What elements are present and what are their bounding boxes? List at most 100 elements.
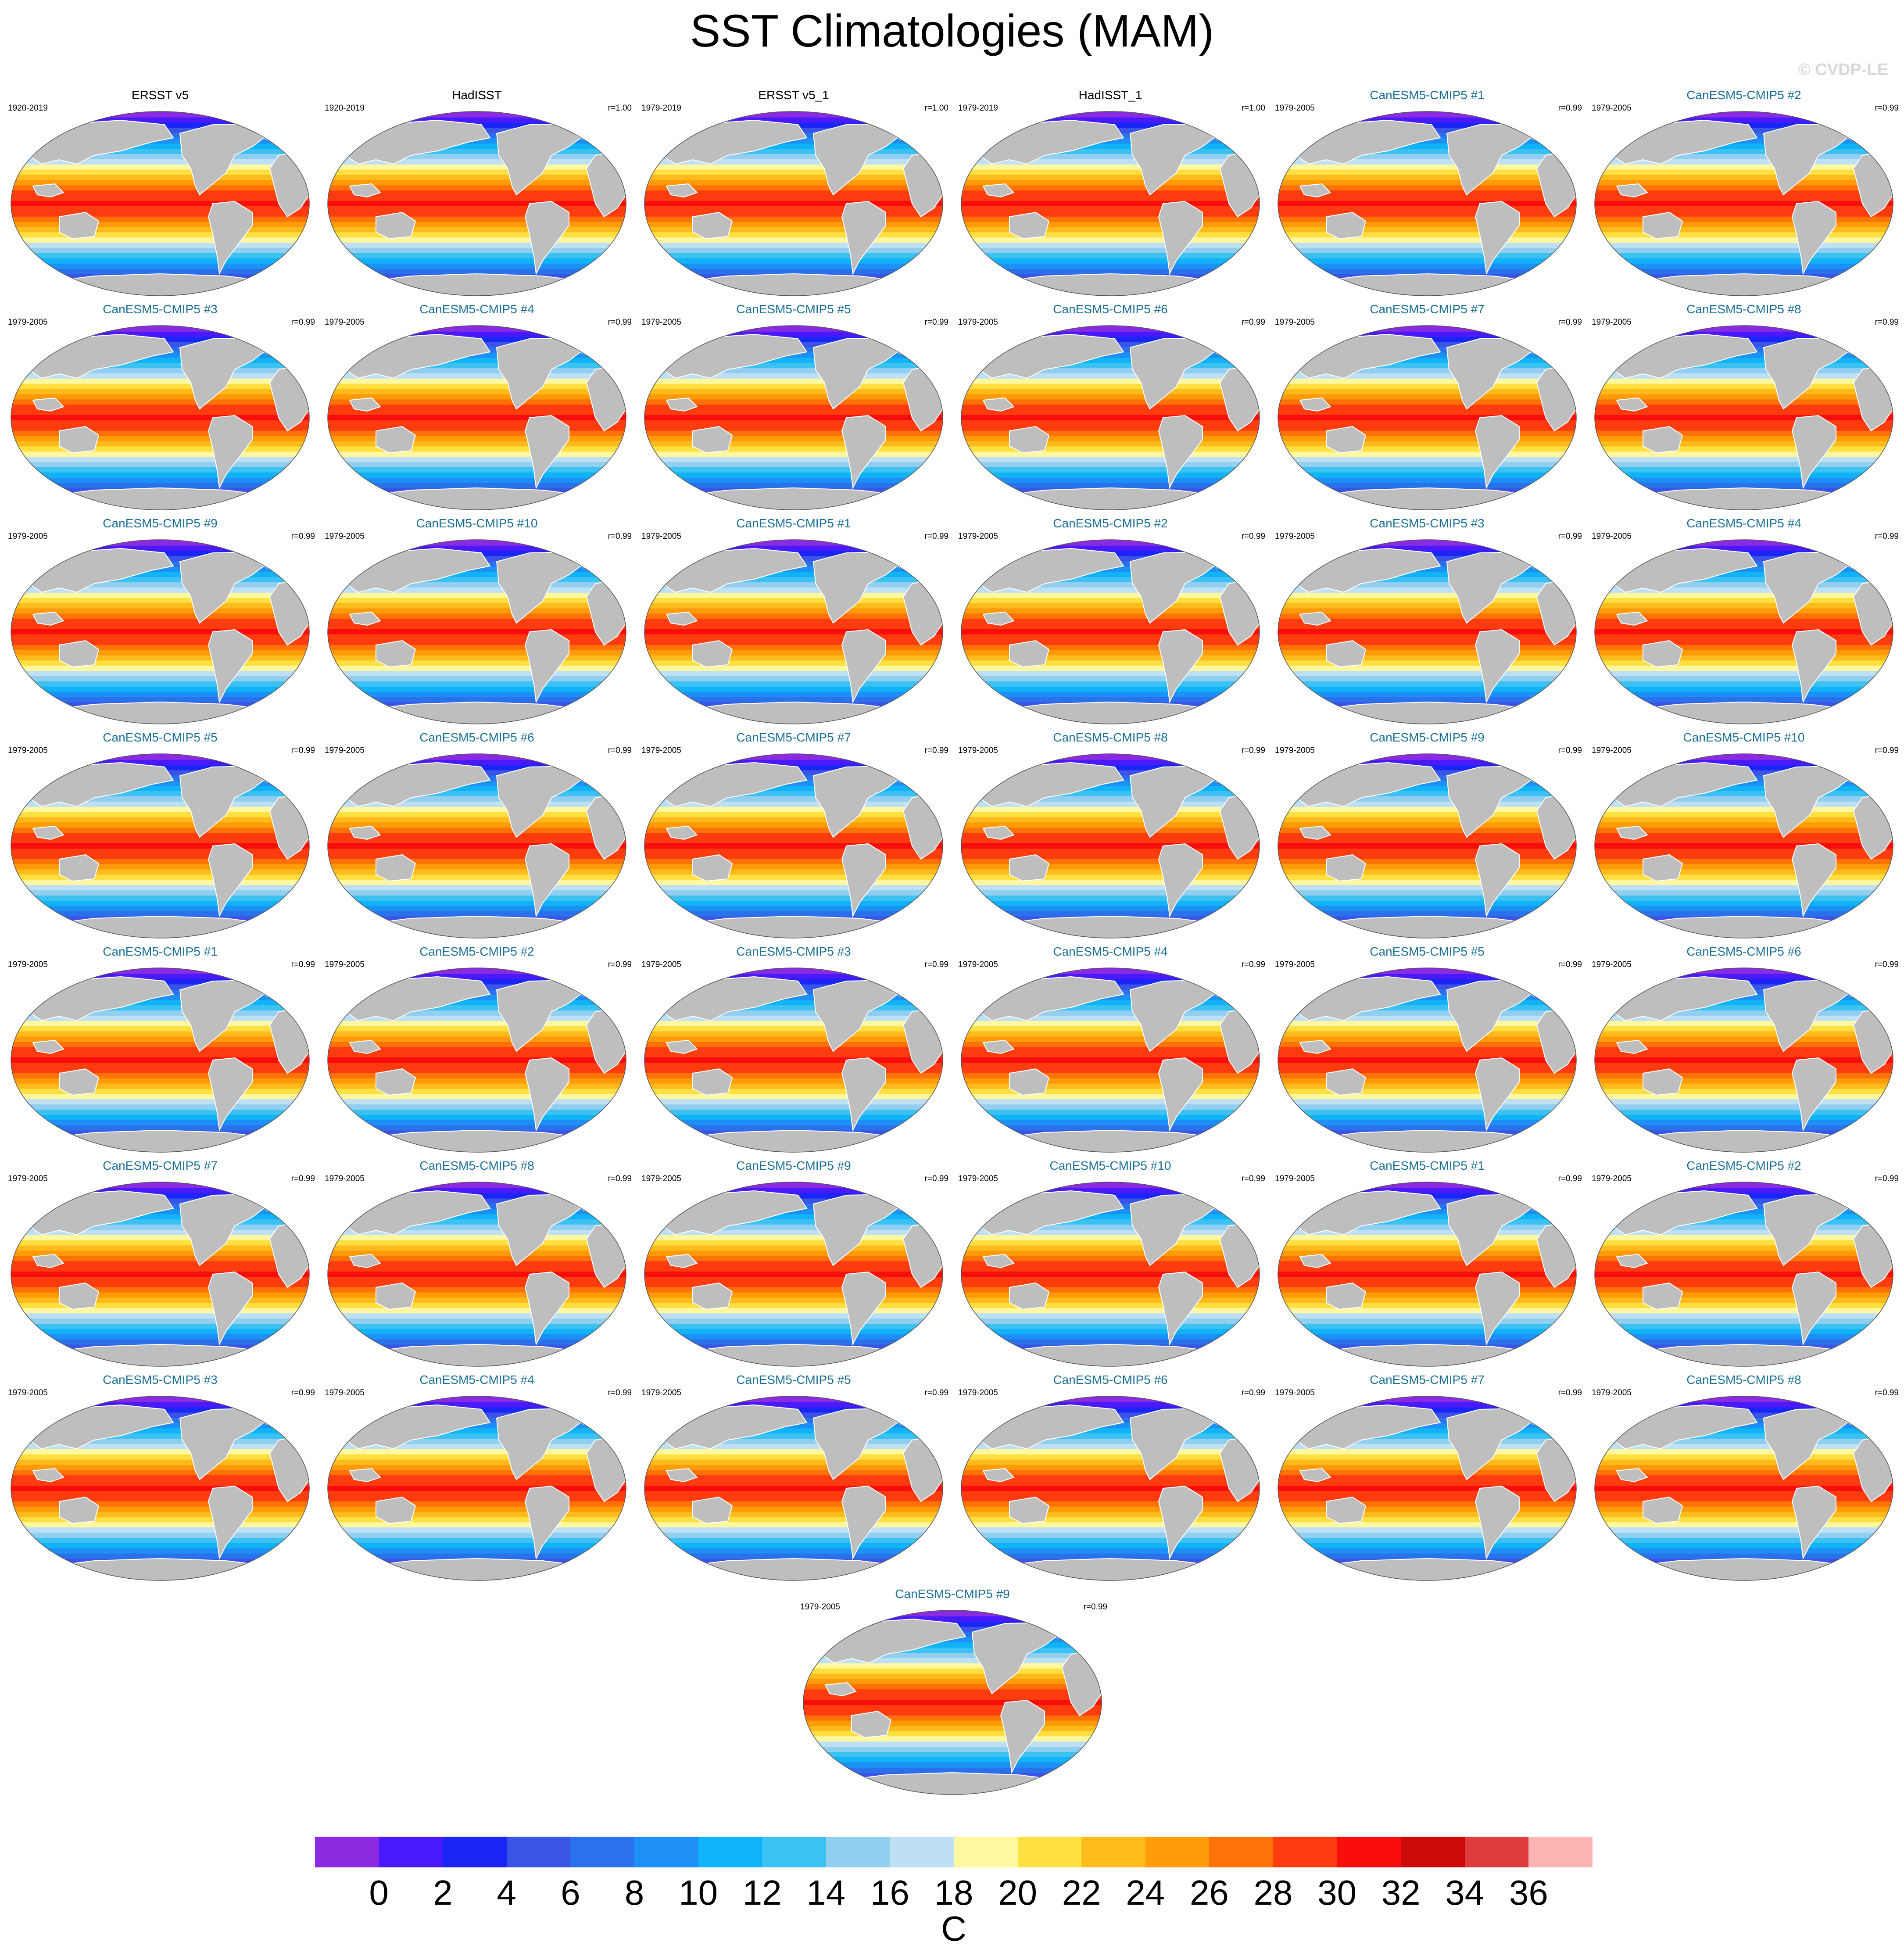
sst-band — [328, 185, 626, 191]
land-mass — [1643, 211, 1683, 240]
sst-band — [961, 634, 1260, 640]
sst-band — [11, 331, 309, 337]
sst-band — [644, 1047, 943, 1053]
sst-band — [328, 1021, 626, 1027]
sst-band — [328, 1182, 626, 1189]
sst-band — [11, 1276, 309, 1283]
sst-band — [1595, 1522, 1893, 1528]
sst-band — [11, 430, 309, 437]
sst-band — [644, 1444, 943, 1450]
sst-band — [1278, 650, 1576, 656]
sst-band — [328, 164, 626, 170]
panel-correlation: r=0.99 — [1241, 1388, 1265, 1397]
map-outline — [961, 753, 1260, 939]
map-outline — [327, 111, 626, 296]
sst-band — [328, 660, 626, 666]
map-panel: CanESM5-CMIP5 #9 1979-2005 r=0.99 — [2, 516, 319, 728]
sst-band — [961, 436, 1260, 442]
sst-band — [11, 1537, 309, 1544]
panel-title: CanESM5-CMIP5 #3 — [736, 945, 851, 958]
sst-band — [1595, 1543, 1893, 1549]
sst-band — [1595, 864, 1893, 870]
sst-band — [11, 874, 309, 880]
sst-band — [1278, 269, 1576, 275]
sst-band — [1278, 1182, 1576, 1183]
panel-period: 1979-2005 — [641, 532, 681, 541]
sst-band — [328, 1496, 626, 1502]
map-panel: CanESM5-CMIP5 #2 1979-2005 r=0.99 — [1585, 88, 1902, 300]
sst-band — [1595, 545, 1893, 552]
sst-map — [961, 967, 1260, 1153]
sst-band — [1278, 389, 1576, 395]
sst-band — [328, 441, 626, 447]
sst-band — [644, 483, 943, 489]
sst-band — [1595, 587, 1893, 593]
panel-period: 1979-2005 — [8, 960, 48, 969]
land-mass — [1299, 611, 1331, 626]
sst-band — [961, 906, 1260, 912]
sst-band — [644, 206, 943, 212]
sst-band — [961, 1533, 1260, 1538]
sst-band — [1595, 1031, 1893, 1037]
sst-band — [1595, 1042, 1893, 1047]
sst-band — [328, 196, 626, 201]
sst-band — [11, 1402, 309, 1408]
sst-band — [328, 1449, 626, 1455]
sst-band — [644, 812, 943, 818]
panel-period: 1979-2005 — [8, 532, 48, 541]
sst-band — [1595, 828, 1893, 833]
sst-band — [328, 1397, 626, 1403]
sst-band — [644, 603, 943, 609]
panel-period: 1979-2005 — [325, 960, 365, 969]
panel-title: CanESM5-CMIP5 #9 — [736, 1159, 851, 1172]
sst-band — [1278, 1522, 1576, 1528]
sst-band — [1595, 373, 1893, 379]
sst-band — [1595, 1444, 1893, 1450]
colorbar-tick-label: 28 — [1253, 1873, 1293, 1912]
sst-band — [328, 383, 626, 390]
sst-map — [961, 111, 1260, 296]
sst-band — [1595, 1104, 1893, 1110]
sst-band — [644, 1015, 943, 1021]
sst-map — [1278, 1396, 1577, 1581]
sst-band — [328, 1527, 626, 1533]
sst-band — [11, 436, 309, 442]
sst-map — [1278, 1182, 1577, 1367]
sst-band — [961, 1073, 1260, 1079]
panel-title: CanESM5-CMIP5 #1 — [1370, 88, 1485, 102]
sst-band — [1595, 1313, 1893, 1319]
land-mass — [349, 183, 381, 198]
sst-band — [11, 446, 309, 452]
sst-band — [1278, 1313, 1576, 1319]
land-mass — [1616, 825, 1648, 840]
sst-band — [961, 1480, 1260, 1486]
sst-band — [11, 373, 309, 379]
land-mass — [1158, 201, 1203, 276]
sst-band — [328, 1297, 626, 1303]
sst-map — [11, 1182, 310, 1367]
sst-band — [644, 211, 943, 217]
sst-band — [644, 111, 943, 113]
sst-band — [1595, 269, 1893, 275]
panel-correlation: r=1.00 — [924, 104, 948, 113]
land-mass — [1299, 1039, 1331, 1054]
sst-band — [961, 430, 1260, 437]
sst-band — [961, 483, 1260, 489]
sst-band — [961, 895, 1260, 901]
panel-title: CanESM5-CMIP5 #10 — [1049, 1159, 1171, 1172]
sst-band — [11, 216, 309, 222]
map-panel: CanESM5-CMIP5 #8 1979-2005 r=0.99 — [1585, 302, 1902, 514]
sst-band — [961, 624, 1260, 630]
sst-band — [11, 1104, 309, 1110]
sst-band — [1595, 1036, 1893, 1042]
sst-band — [328, 326, 626, 332]
sst-band — [1278, 1052, 1576, 1058]
sst-band — [1595, 243, 1893, 248]
sst-map — [1594, 539, 1893, 724]
sst-band — [1595, 613, 1893, 619]
sst-band — [644, 1537, 943, 1544]
sst-band — [1595, 634, 1893, 640]
sst-band — [11, 211, 309, 217]
sst-band — [328, 1042, 626, 1047]
sst-band — [11, 817, 309, 823]
